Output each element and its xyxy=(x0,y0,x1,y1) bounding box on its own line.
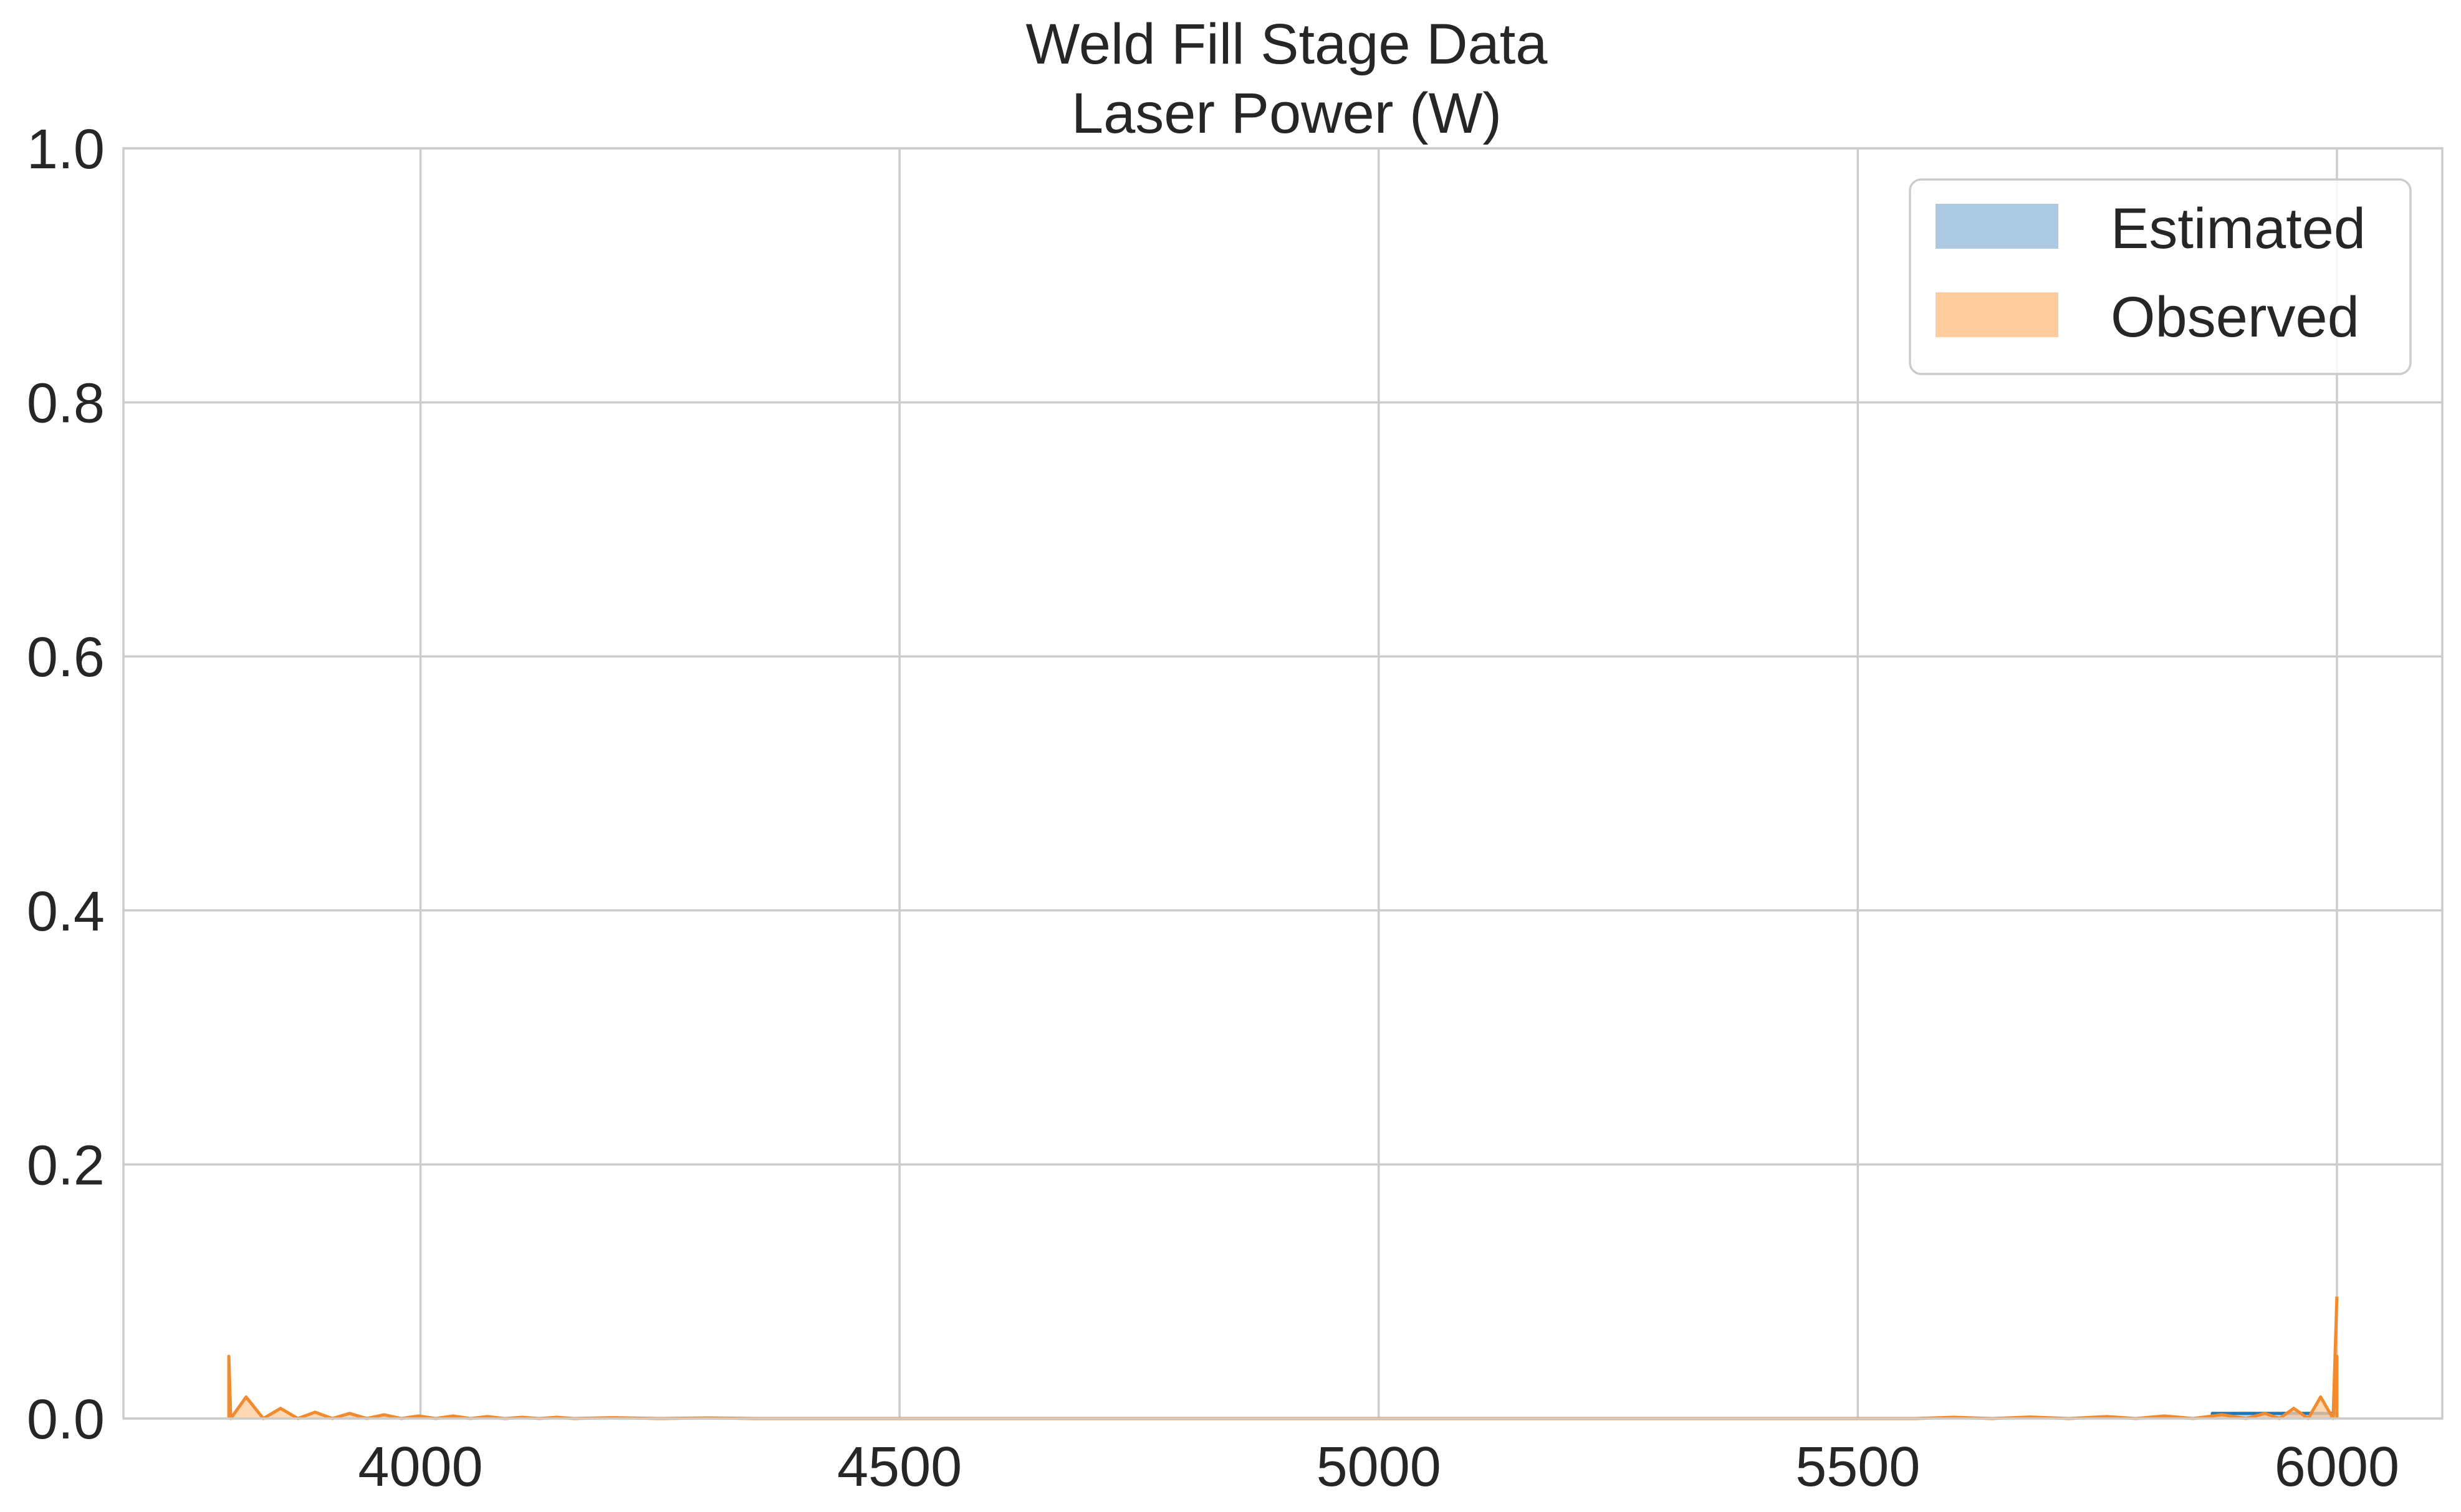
x-tick-label-1: 4500 xyxy=(837,1436,962,1498)
chart-title: Weld Fill Stage Data Laser Power (W) xyxy=(1026,12,1548,145)
grid xyxy=(123,147,2442,1420)
y-tick-label-0: 0.0 xyxy=(27,1389,105,1451)
legend-swatch-observed xyxy=(1936,292,2058,337)
y-tick-label-2: 0.4 xyxy=(27,881,105,943)
plot-frame xyxy=(122,147,2444,1420)
y-tick-label-3: 0.6 xyxy=(27,626,105,689)
x-tick-label-3: 5500 xyxy=(1795,1436,1920,1498)
x-axis-ticks: 4000 4500 5000 5500 6000 xyxy=(358,1436,2399,1498)
x-tick-label-2: 5000 xyxy=(1317,1436,1441,1498)
x-tick-label-4: 6000 xyxy=(2275,1436,2399,1498)
chart-title-line-1: Weld Fill Stage Data xyxy=(1026,12,1548,76)
y-tick-label-1: 0.2 xyxy=(27,1134,105,1197)
x-tick-label-0: 4000 xyxy=(358,1436,482,1498)
series-peak-observed xyxy=(2331,1296,2339,1419)
y-tick-label-5: 1.0 xyxy=(27,118,105,181)
chart-title-line-2: Laser Power (W) xyxy=(1072,82,1502,145)
legend-swatch-estimated xyxy=(1936,204,2058,249)
y-axis-ticks: 0.0 0.2 0.4 0.6 0.8 1.0 xyxy=(27,118,105,1451)
legend-label-observed: Observed xyxy=(2111,285,2359,349)
legend: Estimated Observed xyxy=(1909,178,2412,375)
legend-label-estimated: Estimated xyxy=(2111,197,2366,261)
y-tick-label-4: 0.8 xyxy=(27,373,105,435)
